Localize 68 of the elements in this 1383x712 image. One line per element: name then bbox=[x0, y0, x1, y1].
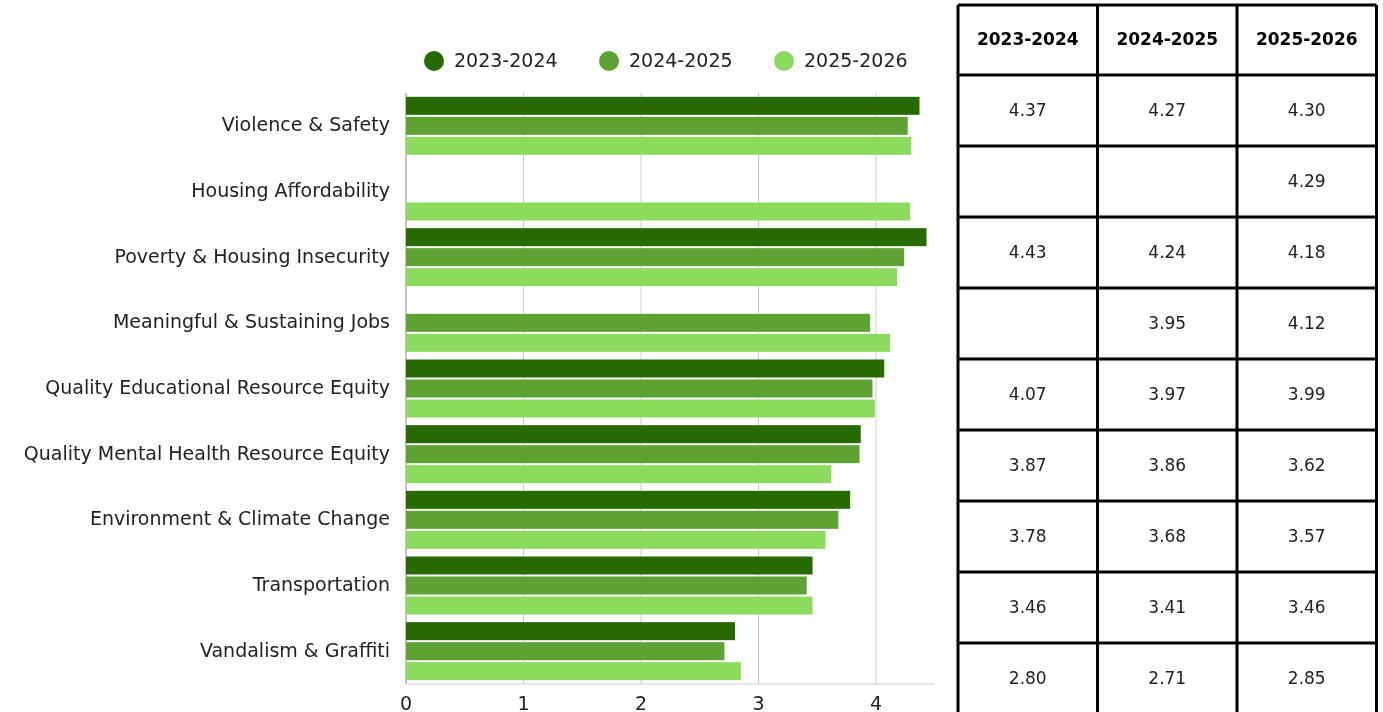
data-label: 3.62 bbox=[1287, 454, 1326, 475]
x-tick-label: 4 bbox=[869, 691, 883, 712]
x-tick-label: 3 bbox=[752, 691, 765, 712]
bar bbox=[406, 596, 813, 615]
y-tick-label: Vandalism & Graffiti bbox=[199, 638, 390, 661]
data-label: 4.29 bbox=[1287, 170, 1326, 191]
data-label: 4.43 bbox=[1008, 241, 1047, 262]
data-label: 2.71 bbox=[1148, 667, 1187, 688]
data-label: 3.41 bbox=[1148, 596, 1187, 617]
bar bbox=[406, 228, 927, 247]
bar bbox=[406, 622, 735, 641]
bar bbox=[406, 662, 741, 681]
data-label: 2.85 bbox=[1287, 667, 1326, 688]
bar bbox=[406, 510, 839, 529]
x-tick-label: 2 bbox=[634, 691, 648, 712]
bar bbox=[406, 642, 725, 661]
x-tick-label: 1 bbox=[517, 691, 530, 712]
data-label: 4.37 bbox=[1008, 99, 1047, 120]
data-label: 4.18 bbox=[1287, 241, 1326, 262]
y-tick-label: Meaningful & Sustaining Jobs bbox=[112, 310, 390, 333]
data-label: 4.12 bbox=[1287, 312, 1326, 333]
data-label: 3.86 bbox=[1148, 454, 1187, 475]
text: 2025-2026 bbox=[1255, 29, 1358, 49]
y-tick-label: Poverty & Housing Insecurity bbox=[114, 244, 390, 267]
bar bbox=[406, 556, 813, 575]
text: 2023-2024 bbox=[976, 29, 1079, 49]
bar bbox=[406, 268, 898, 287]
data-label: 3.95 bbox=[1148, 312, 1187, 333]
data-label: 3.68 bbox=[1148, 525, 1187, 546]
bar bbox=[406, 116, 908, 135]
data-label: 4.30 bbox=[1287, 99, 1326, 120]
legend-label: 2023-2024 bbox=[454, 48, 558, 71]
bar bbox=[406, 202, 911, 221]
bar bbox=[406, 96, 920, 115]
data-label: 3.46 bbox=[1287, 596, 1326, 617]
data-label: 3.78 bbox=[1008, 525, 1047, 546]
y-tick-label: Quality Educational Resource Equity bbox=[45, 376, 390, 398]
x-tick-label: 0 bbox=[399, 691, 413, 712]
bar bbox=[406, 490, 851, 509]
bar bbox=[406, 530, 826, 549]
data-label: 4.24 bbox=[1148, 241, 1187, 262]
data-label: 3.97 bbox=[1148, 383, 1187, 404]
bar bbox=[406, 465, 832, 484]
bar bbox=[406, 359, 885, 378]
data-label: 4.07 bbox=[1008, 383, 1047, 404]
text: 2024-2025 bbox=[1116, 29, 1219, 49]
bar bbox=[406, 576, 807, 595]
y-tick-label: Housing Affordability bbox=[191, 179, 390, 201]
bar bbox=[406, 445, 860, 464]
y-tick-label: Transportation bbox=[251, 573, 390, 595]
data-label: 3.57 bbox=[1287, 525, 1326, 546]
bar bbox=[406, 248, 905, 267]
bar bbox=[406, 399, 875, 418]
data-label: 3.99 bbox=[1287, 383, 1326, 404]
data-label: 2.80 bbox=[1008, 667, 1047, 688]
y-tick-label: Violence & Safety bbox=[221, 113, 390, 136]
legend-label: 2024-2025 bbox=[629, 48, 733, 71]
y-tick-label: Quality Mental Health Resource Equity bbox=[23, 441, 390, 464]
legend-label: 2025-2026 bbox=[804, 48, 908, 71]
bar bbox=[406, 313, 871, 332]
data-label: 4.27 bbox=[1148, 99, 1187, 120]
bar bbox=[406, 425, 861, 444]
bar bbox=[406, 136, 912, 155]
y-tick-label: Environment & Climate Change bbox=[89, 507, 390, 530]
bar bbox=[406, 379, 873, 398]
data-label: 3.87 bbox=[1008, 454, 1047, 475]
bar bbox=[406, 333, 891, 352]
data-label: 3.46 bbox=[1008, 596, 1047, 617]
